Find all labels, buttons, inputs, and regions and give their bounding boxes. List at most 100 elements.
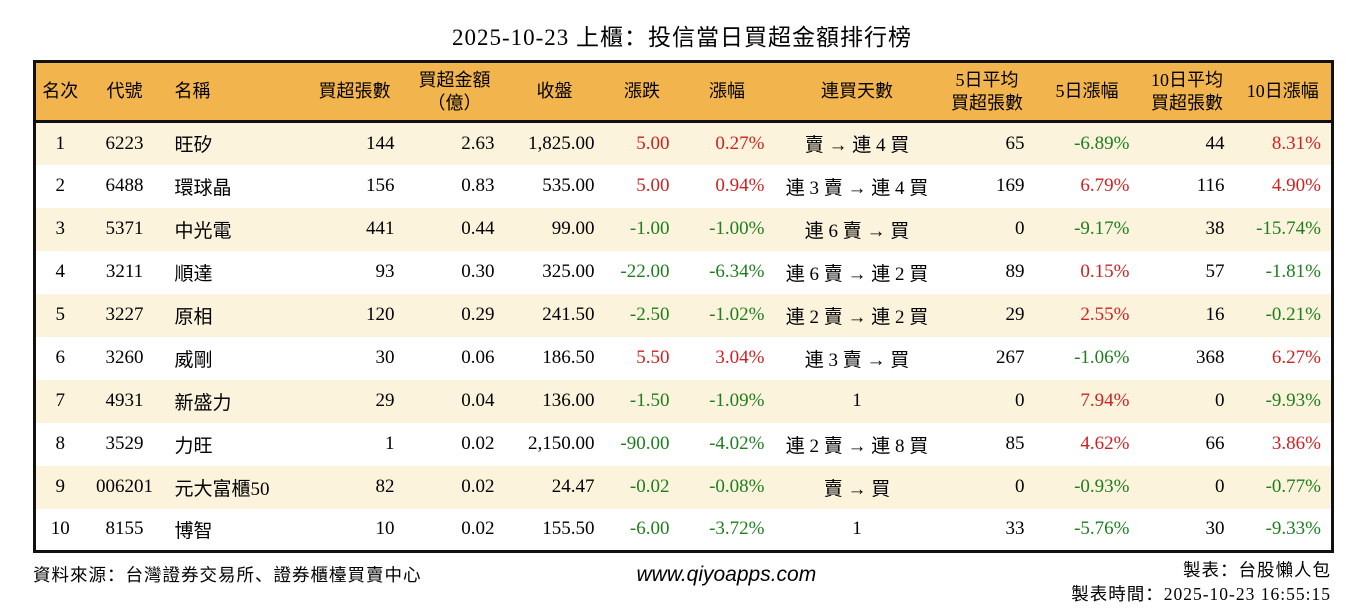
cell-streak: 1 bbox=[852, 390, 862, 411]
cell-name: 力旺 bbox=[174, 435, 213, 457]
cell-change_pct: -6.34% bbox=[709, 261, 765, 282]
cell-rank: 9 bbox=[55, 476, 66, 497]
cell-rank: 10 bbox=[50, 518, 70, 540]
cell-change: 5.00 bbox=[636, 132, 670, 154]
cell-pct10: 6.27% bbox=[1271, 347, 1321, 368]
cell-pct10: -15.74% bbox=[1256, 218, 1321, 239]
cell-amount: 0.02 bbox=[461, 476, 495, 497]
cell-amount: 0.04 bbox=[461, 390, 495, 411]
col-header-name: 名稱 bbox=[164, 61, 305, 123]
cell-change: -1.00 bbox=[629, 218, 670, 239]
table-row: 4 3211 順達 93 0.30 325.00 -22.00 -6.34% 連 6 賣 → 連… bbox=[34, 250, 1333, 294]
cell-code: 6223 bbox=[105, 132, 144, 154]
cell-name: 新盛力 bbox=[174, 392, 232, 414]
report-credit: 製表：台股懶人包 製表時間：2025-10-23 16:55:15 bbox=[1071, 559, 1331, 606]
cell-lots: 29 bbox=[375, 390, 395, 411]
cell-change: -90.00 bbox=[620, 433, 670, 454]
report-maker: 製表：台股懶人包 bbox=[1183, 560, 1331, 580]
table-row: 3 5371 中光電 441 0.44 99.00 -1.00 -1.00% 連 6 賣 → 買… bbox=[34, 207, 1333, 251]
cell-name: 順達 bbox=[174, 263, 213, 285]
cell-lots: 93 bbox=[375, 261, 395, 282]
cell-name: 原相 bbox=[174, 306, 213, 328]
cell-pct5: -5.76% bbox=[1074, 518, 1130, 540]
cell-rank: 4 bbox=[55, 261, 66, 282]
col-header-pct5: 5日漲幅 bbox=[1034, 61, 1140, 123]
cell-change: -22.00 bbox=[620, 261, 670, 282]
cell-name: 中光電 bbox=[174, 220, 232, 242]
cell-change_pct: -1.00% bbox=[709, 218, 765, 239]
cell-streak: 連 3 賣 → 買 bbox=[804, 349, 910, 371]
cell-pct10: -0.77% bbox=[1265, 476, 1321, 497]
page-title: 2025-10-23 上櫃：投信當日買超金額排行榜 bbox=[451, 25, 913, 50]
cell-name: 博智 bbox=[174, 520, 213, 542]
cell-close: 241.50 bbox=[542, 304, 595, 325]
cell-code: 8155 bbox=[105, 518, 144, 540]
cell-avg5: 0 bbox=[1015, 476, 1025, 497]
cell-code: 3529 bbox=[105, 433, 144, 454]
cell-pct5: -1.06% bbox=[1074, 347, 1130, 368]
cell-close: 1,825.00 bbox=[528, 132, 595, 154]
col-header-rank: 名次 bbox=[34, 61, 85, 123]
cell-streak: 連 6 賣 → 買 bbox=[804, 220, 910, 242]
cell-close: 535.00 bbox=[542, 175, 595, 196]
cell-change: -1.50 bbox=[629, 390, 670, 411]
cell-code: 4931 bbox=[105, 390, 144, 411]
cell-amount: 0.83 bbox=[461, 175, 495, 196]
cell-pct10: -9.33% bbox=[1265, 518, 1321, 540]
table-body: 1 6223 旺矽 144 2.63 1,825.00 5.00 0.27% 賣 → 連 4 買… bbox=[34, 121, 1333, 552]
table-row: 8 3529 力旺 1 0.02 2,150.00 -90.00 -4.02% 連 2 賣 → … bbox=[34, 422, 1333, 466]
cell-streak: 賣 → 買 bbox=[823, 478, 891, 500]
cell-pct10: 8.31% bbox=[1271, 132, 1321, 154]
cell-lots: 120 bbox=[366, 304, 395, 325]
cell-close: 99.00 bbox=[551, 218, 595, 239]
cell-code: 3227 bbox=[105, 304, 144, 325]
cell-pct5: 7.94% bbox=[1080, 390, 1130, 411]
cell-rank: 3 bbox=[55, 218, 66, 239]
cell-change_pct: -3.72% bbox=[709, 518, 765, 540]
cell-avg5: 0 bbox=[1015, 218, 1025, 239]
cell-lots: 1 bbox=[385, 433, 395, 454]
cell-pct5: 6.79% bbox=[1080, 175, 1130, 196]
col-header-streak: 連買天數 bbox=[774, 61, 940, 123]
cell-pct10: -0.21% bbox=[1265, 304, 1321, 325]
cell-code: 006201 bbox=[96, 476, 153, 497]
cell-avg10: 368 bbox=[1196, 347, 1225, 368]
col-header-close: 收盤 bbox=[504, 61, 605, 123]
cell-close: 2,150.00 bbox=[528, 433, 595, 454]
cell-close: 24.47 bbox=[551, 476, 595, 497]
table-row: 7 4931 新盛力 29 0.04 136.00 -1.50 -1.09% 1 0 7.94% 0 -… bbox=[34, 379, 1333, 423]
col-header-code: 代號 bbox=[84, 61, 165, 123]
table-row: 5 3227 原相 120 0.29 241.50 -2.50 -1.02% 連 2 賣 → 連… bbox=[34, 293, 1333, 337]
cell-avg5: 169 bbox=[996, 175, 1025, 196]
cell-avg5: 33 bbox=[1005, 518, 1025, 540]
cell-lots: 30 bbox=[375, 347, 395, 368]
table-row: 10 8155 博智 10 0.02 155.50 -6.00 -3.72% 1 33 -5.76%… bbox=[34, 508, 1333, 552]
cell-name: 威剛 bbox=[174, 349, 213, 371]
cell-avg5: 29 bbox=[1005, 304, 1025, 325]
cell-avg5: 267 bbox=[996, 347, 1025, 368]
cell-avg5: 65 bbox=[1005, 132, 1025, 154]
cell-change_pct: 3.04% bbox=[715, 347, 765, 368]
cell-pct5: 2.55% bbox=[1080, 304, 1130, 325]
cell-pct10: 3.86% bbox=[1271, 433, 1321, 454]
cell-amount: 0.30 bbox=[461, 261, 495, 282]
col-header-change: 漲跌 bbox=[604, 61, 680, 123]
cell-change: -2.50 bbox=[629, 304, 670, 325]
cell-avg10: 44 bbox=[1205, 132, 1225, 154]
cell-lots: 441 bbox=[366, 218, 395, 239]
cell-avg5: 0 bbox=[1015, 390, 1025, 411]
cell-rank: 7 bbox=[55, 390, 66, 411]
footer: 資料來源：台灣證券交易所、證券櫃檯買賣中心 www.qiyoapps.com 製… bbox=[33, 559, 1331, 606]
cell-name: 旺矽 bbox=[174, 135, 213, 157]
cell-rank: 1 bbox=[55, 132, 66, 154]
col-header-change-pct: 漲幅 bbox=[679, 61, 775, 123]
cell-avg10: 16 bbox=[1205, 304, 1225, 325]
cell-close: 186.50 bbox=[542, 347, 595, 368]
ranking-table: 名次 代號 名稱 買超張數 買超金額 （億） 收盤 漲跌 漲幅 連買天數 5日平… bbox=[33, 60, 1334, 553]
cell-pct5: -9.17% bbox=[1074, 218, 1130, 239]
cell-pct10: -1.81% bbox=[1265, 261, 1321, 282]
cell-lots: 156 bbox=[366, 175, 395, 196]
cell-avg10: 0 bbox=[1215, 476, 1225, 497]
col-header-lots: 買超張數 bbox=[304, 61, 405, 123]
